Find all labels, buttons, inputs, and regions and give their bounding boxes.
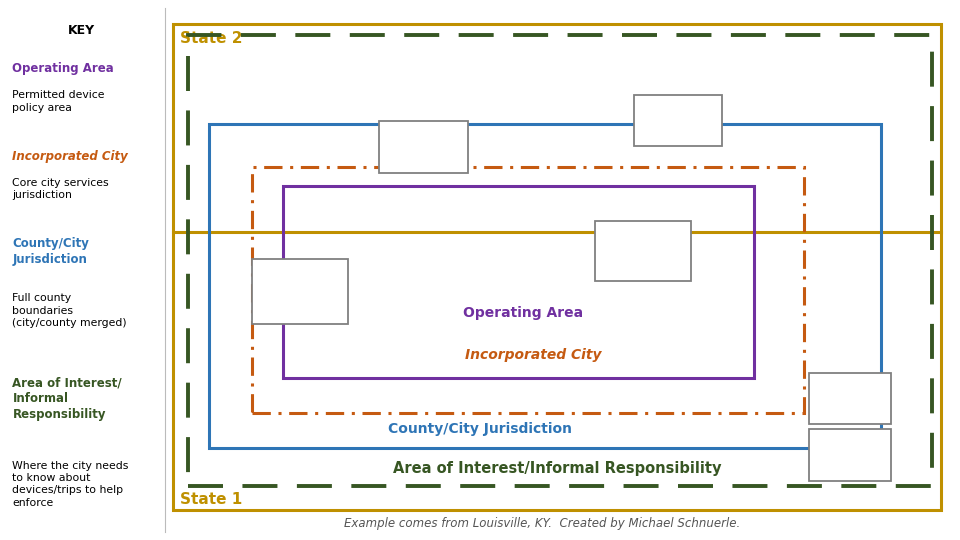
Text: KEY: KEY [68,24,95,37]
Text: Where the city needs
to know about
devices/trips to help
enforce: Where the city needs to know about devic… [12,461,129,508]
Text: Area of Interest/Informal Responsibility: Area of Interest/Informal Responsibility [393,461,721,476]
Text: Full county
boundaries
(city/county merged): Full county boundaries (city/county merg… [12,293,127,328]
Bar [809,373,891,424]
Text: Area of Interest/
Informal
Responsibility: Area of Interest/ Informal Responsibilit… [12,376,122,421]
Text: City 6: City 6 [832,392,868,405]
Text: State 2: State 2 [180,31,243,46]
Text: County/City
Jurisdiction: County/City Jurisdiction [12,237,89,266]
Bar [173,24,941,510]
Text: City 7: City 7 [831,448,869,462]
Text: City 4: City 4 [405,140,442,154]
Text: City 5: City 5 [660,113,696,127]
Text: Operating Area: Operating Area [12,62,114,75]
Bar [252,167,804,413]
Bar [188,35,932,486]
Text: Core city services
jurisdiction: Core city services jurisdiction [12,178,109,200]
Text: Incorporated City: Incorporated City [465,348,601,362]
Text: Permitted device
policy area: Permitted device policy area [12,90,105,112]
Text: Example comes from Louisville, KY.  Created by Michael Schnuerle.: Example comes from Louisville, KY. Creat… [345,517,740,530]
Bar [283,186,754,378]
Bar [595,221,691,281]
Bar [379,122,468,173]
Bar [634,94,722,146]
Bar [809,429,891,481]
Bar [252,259,348,324]
Bar [209,124,881,448]
Text: City 3: City 3 [282,285,319,298]
Text: Incorporated City: Incorporated City [12,150,129,163]
Text: Operating Area: Operating Area [463,306,584,320]
Text: County/City Jurisdiction: County/City Jurisdiction [388,422,572,436]
Text: City 2: City 2 [625,245,661,258]
Text: State 1: State 1 [180,491,243,507]
